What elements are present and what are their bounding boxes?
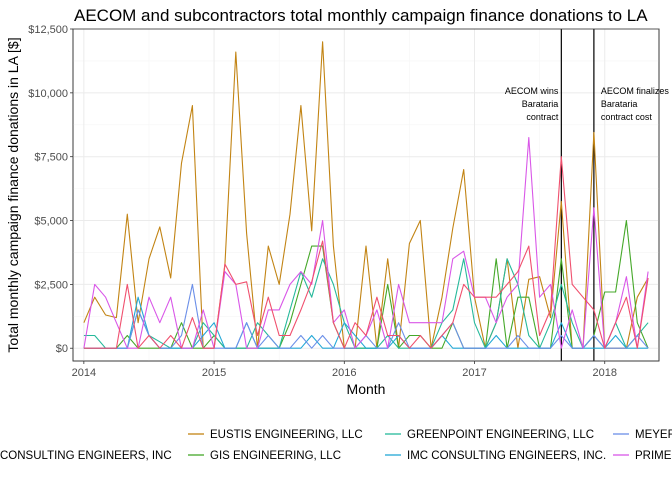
annotation-text: contract [526,112,559,122]
y-axis: $0 $2,500 $5,000 $7,500 $10,000 $12,500 [28,24,73,355]
y-tick-label: $5,000 [34,216,68,228]
y-tick-label: $12,500 [28,24,68,36]
y-tick-label: $0 [56,343,68,355]
annotation-lines [560,29,595,361]
legend-label: GIS ENGINEERING, LLC [210,450,341,462]
annotation-text: Barataria [601,99,638,109]
chart-title: AECOM and subcontractors total monthly c… [74,6,648,25]
x-axis-title: Month [347,381,386,397]
legend-label: EUSTIS ENGINEERING, LLC [210,429,363,441]
plot-panel [72,28,660,362]
y-tick-label: $10,000 [28,88,68,100]
annotation-text: Barataria [522,99,559,109]
series-line [83,156,649,349]
series-lines [83,41,649,349]
x-tick-label: 2017 [462,367,486,379]
legend: EUSTIS ENGINEERING, LLC GREENPOINT ENGINE… [0,429,672,462]
annotations: AECOM wins Barataria contract AECOM finaliz… [505,86,670,122]
x-axis: 2014 2015 2016 2017 2018 [72,361,617,379]
y-tick-label: $2,500 [34,279,68,291]
legend-label: CONSULTING ENGINEERS, INC [0,450,172,462]
annotation-text: AECOM finalizes [601,86,670,96]
series-line [83,296,649,349]
legend-label: MEYER ENGINEERS, LTD. [635,429,672,441]
x-tick-label: 2014 [72,367,96,379]
series-line [83,41,649,349]
plot-border [72,28,660,362]
legend-label: PRIME ENGINEERING, INC. [635,450,672,462]
y-axis-title: Total monthly campaign finance donations… [5,37,21,352]
x-tick-label: 2015 [202,367,226,379]
annotation-text: AECOM wins [505,86,559,96]
x-tick-label: 2016 [332,367,356,379]
legend-label: IMC CONSULTING ENGINEERS, INC. [407,450,606,462]
annotation-text: contract cost [601,112,653,122]
y-tick-label: $7,500 [34,152,68,164]
legend-label: GREENPOINT ENGINEERING, LLC [407,429,594,441]
x-tick-label: 2018 [592,367,616,379]
